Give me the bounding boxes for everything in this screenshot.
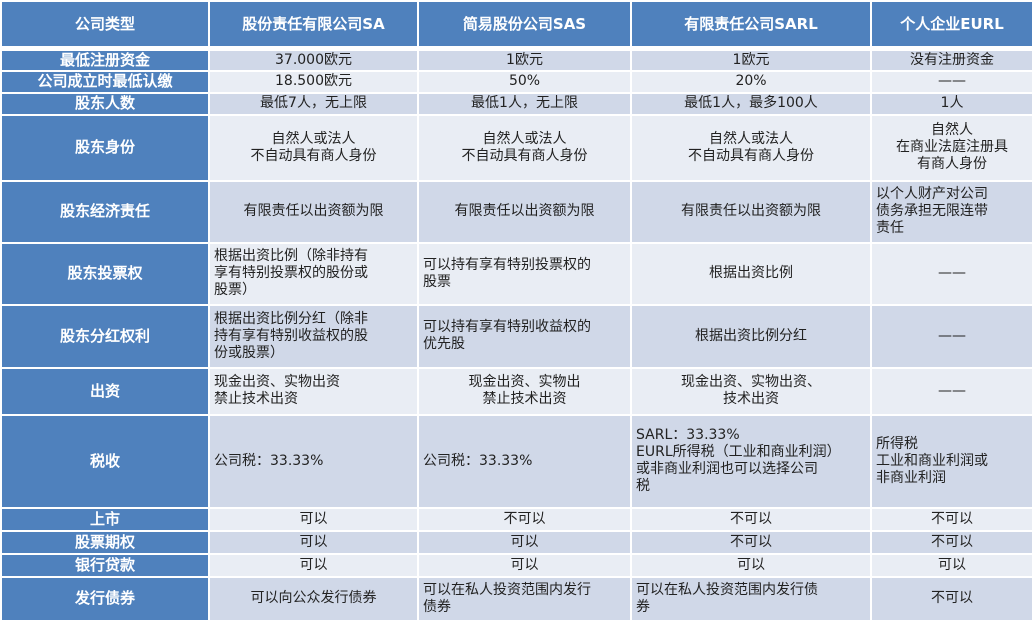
cell-sarl: SARL：33.33% EURL所得税（工业和商业利润） 或非商业利润也可以选择… xyxy=(630,413,872,509)
cell-sas: 自然人或法人 不自动具有商人身份 xyxy=(417,113,632,182)
row-label: 公司成立时最低认缴 xyxy=(0,69,210,94)
table-row: 最低注册资金 37.000欧元 1欧元 1欧元 没有注册资金 xyxy=(0,47,1032,72)
cell-eurl: —— xyxy=(870,303,1032,369)
row-label: 出资 xyxy=(0,366,210,416)
cell-eurl: 自然人 在商业法庭注册具 有商人身份 xyxy=(870,113,1032,182)
company-type-comparison-table: 公司类型 股份责任有限公司SA 简易股份公司SAS 有限责任公司SARL 个人企… xyxy=(0,0,1032,622)
row-label: 发行债券 xyxy=(0,575,210,622)
cell-sas: 50% xyxy=(417,69,632,94)
cell-sas: 可以 xyxy=(417,552,632,578)
cell-sas: 1欧元 xyxy=(417,47,632,72)
cell-eurl: —— xyxy=(870,241,1032,306)
cell-sa: 最低7人，无上限 xyxy=(208,91,419,116)
row-label: 股票期权 xyxy=(0,529,210,555)
cell-sarl: 可以在私人投资范围内发行债 券 xyxy=(630,575,872,622)
cell-eurl: 以个人财产对公司 债务承担无限连带 责任 xyxy=(870,179,1032,244)
header-eurl: 个人企业EURL xyxy=(870,0,1032,51)
row-label: 股东人数 xyxy=(0,91,210,116)
cell-sas: 公司税：33.33% xyxy=(417,413,632,509)
cell-sas: 最低1人，无上限 xyxy=(417,91,632,116)
cell-eurl: 不可以 xyxy=(870,575,1032,622)
cell-eurl: —— xyxy=(870,366,1032,416)
row-label: 最低注册资金 xyxy=(0,47,210,72)
row-label: 股东分红权利 xyxy=(0,303,210,369)
cell-sarl: 不可以 xyxy=(630,506,872,532)
table-row: 公司成立时最低认缴 18.500欧元 50% 20% —— xyxy=(0,69,1032,94)
header-row: 公司类型 股份责任有限公司SA 简易股份公司SAS 有限责任公司SARL 个人企… xyxy=(0,0,1032,51)
table-row: 股东投票权 根据出资比例（除非持有 享有特别投票权的股份或 股票） 可以持有享有特别… xyxy=(0,241,1032,306)
table-row: 股票期权 可以 可以 不可以 不可以 xyxy=(0,529,1032,555)
header-sa: 股份责任有限公司SA xyxy=(208,0,419,51)
cell-eurl: 不可以 xyxy=(870,506,1032,532)
cell-sa: 公司税：33.33% xyxy=(208,413,419,509)
cell-sarl: 有限责任以出资额为限 xyxy=(630,179,872,244)
cell-sarl: 最低1人，最多100人 xyxy=(630,91,872,116)
cell-sa: 可以向公众发行债券 xyxy=(208,575,419,622)
cell-sarl: 可以 xyxy=(630,552,872,578)
header-sas: 简易股份公司SAS xyxy=(417,0,632,51)
cell-eurl: —— xyxy=(870,69,1032,94)
cell-sa: 自然人或法人 不自动具有商人身份 xyxy=(208,113,419,182)
table-row: 股东分红权利 根据出资比例分红（除非 持有享有特别收益权的股 份或股票） 可以持有享… xyxy=(0,303,1032,369)
cell-sa: 现金出资、实物出资 禁止技术出资 xyxy=(208,366,419,416)
cell-sas: 可以在私人投资范围内发行 债券 xyxy=(417,575,632,622)
table-row: 股东身份 自然人或法人 不自动具有商人身份 自然人或法人 不自动具有商人身份 自然人或… xyxy=(0,113,1032,182)
cell-sa: 可以 xyxy=(208,552,419,578)
row-label: 上市 xyxy=(0,506,210,532)
cell-sarl: 20% xyxy=(630,69,872,94)
table-row: 银行贷款 可以 可以 可以 可以 xyxy=(0,552,1032,578)
row-label: 股东经济责任 xyxy=(0,179,210,244)
cell-sa: 37.000欧元 xyxy=(208,47,419,72)
table-row: 上市 可以 不可以 不可以 不可以 xyxy=(0,506,1032,532)
cell-sa: 有限责任以出资额为限 xyxy=(208,179,419,244)
cell-sarl: 根据出资比例 xyxy=(630,241,872,306)
header-sarl: 有限责任公司SARL xyxy=(630,0,872,51)
row-label: 税收 xyxy=(0,413,210,509)
cell-sa: 18.500欧元 xyxy=(208,69,419,94)
cell-eurl: 可以 xyxy=(870,552,1032,578)
cell-sarl: 根据出资比例分红 xyxy=(630,303,872,369)
cell-eurl: 不可以 xyxy=(870,529,1032,555)
cell-sarl: 现金出资、实物出资、 技术出资 xyxy=(630,366,872,416)
cell-sa: 根据出资比例（除非持有 享有特别投票权的股份或 股票） xyxy=(208,241,419,306)
cell-sas: 有限责任以出资额为限 xyxy=(417,179,632,244)
table-row: 股东经济责任 有限责任以出资额为限 有限责任以出资额为限 有限责任以出资额为限 以个人财… xyxy=(0,179,1032,244)
cell-eurl: 所得税 工业和商业利润或 非商业利润 xyxy=(870,413,1032,509)
cell-sarl: 自然人或法人 不自动具有商人身份 xyxy=(630,113,872,182)
cell-sas: 可以持有享有特别投票权的 股票 xyxy=(417,241,632,306)
table-row: 发行债券 可以向公众发行债券 可以在私人投资范围内发行 债券 可以在私人投资范围内发行… xyxy=(0,575,1032,622)
row-label: 股东身份 xyxy=(0,113,210,182)
cell-eurl: 没有注册资金 xyxy=(870,47,1032,72)
table-row: 股东人数 最低7人，无上限 最低1人，无上限 最低1人，最多100人 1人 xyxy=(0,91,1032,116)
cell-sa: 根据出资比例分红（除非 持有享有特别收益权的股 份或股票） xyxy=(208,303,419,369)
row-label: 银行贷款 xyxy=(0,552,210,578)
table-row: 出资 现金出资、实物出资 禁止技术出资 现金出资、实物出 禁止技术出资 现金出资、实物… xyxy=(0,366,1032,416)
cell-sas: 不可以 xyxy=(417,506,632,532)
table-row: 税收 公司税：33.33% 公司税：33.33% SARL：33.33% EURL所得… xyxy=(0,413,1032,509)
header-company-type: 公司类型 xyxy=(0,0,210,51)
cell-sa: 可以 xyxy=(208,506,419,532)
cell-eurl: 1人 xyxy=(870,91,1032,116)
row-label: 股东投票权 xyxy=(0,241,210,306)
cell-sa: 可以 xyxy=(208,529,419,555)
cell-sas: 可以 xyxy=(417,529,632,555)
cell-sas: 可以持有享有特别收益权的 优先股 xyxy=(417,303,632,369)
cell-sarl: 1欧元 xyxy=(630,47,872,72)
cell-sas: 现金出资、实物出 禁止技术出资 xyxy=(417,366,632,416)
cell-sarl: 不可以 xyxy=(630,529,872,555)
